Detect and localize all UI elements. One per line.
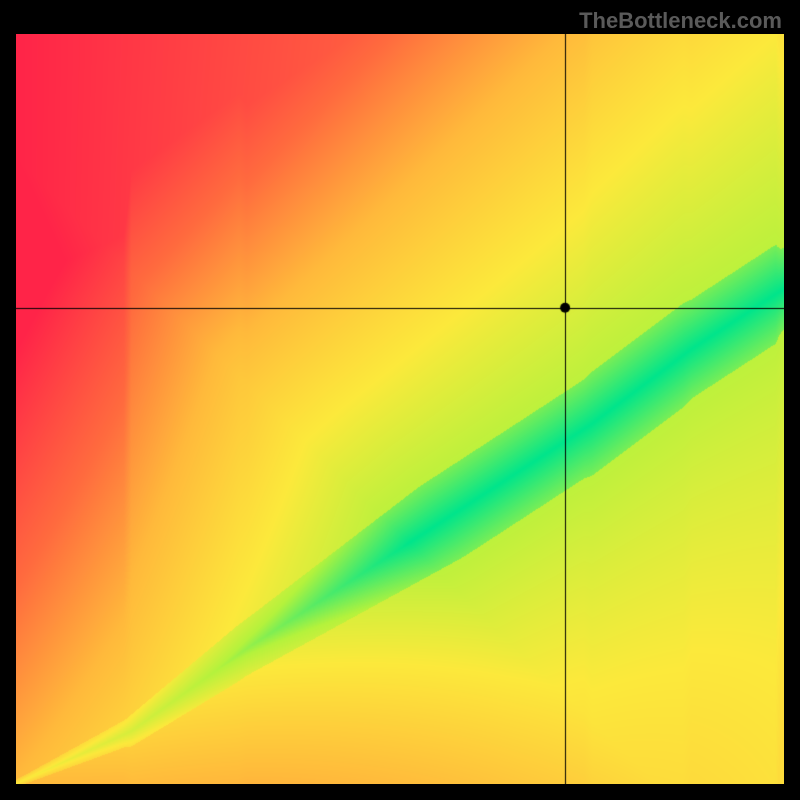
heatmap-plot — [16, 34, 784, 784]
heatmap-canvas — [16, 34, 784, 784]
watermark-text: TheBottleneck.com — [579, 8, 782, 34]
